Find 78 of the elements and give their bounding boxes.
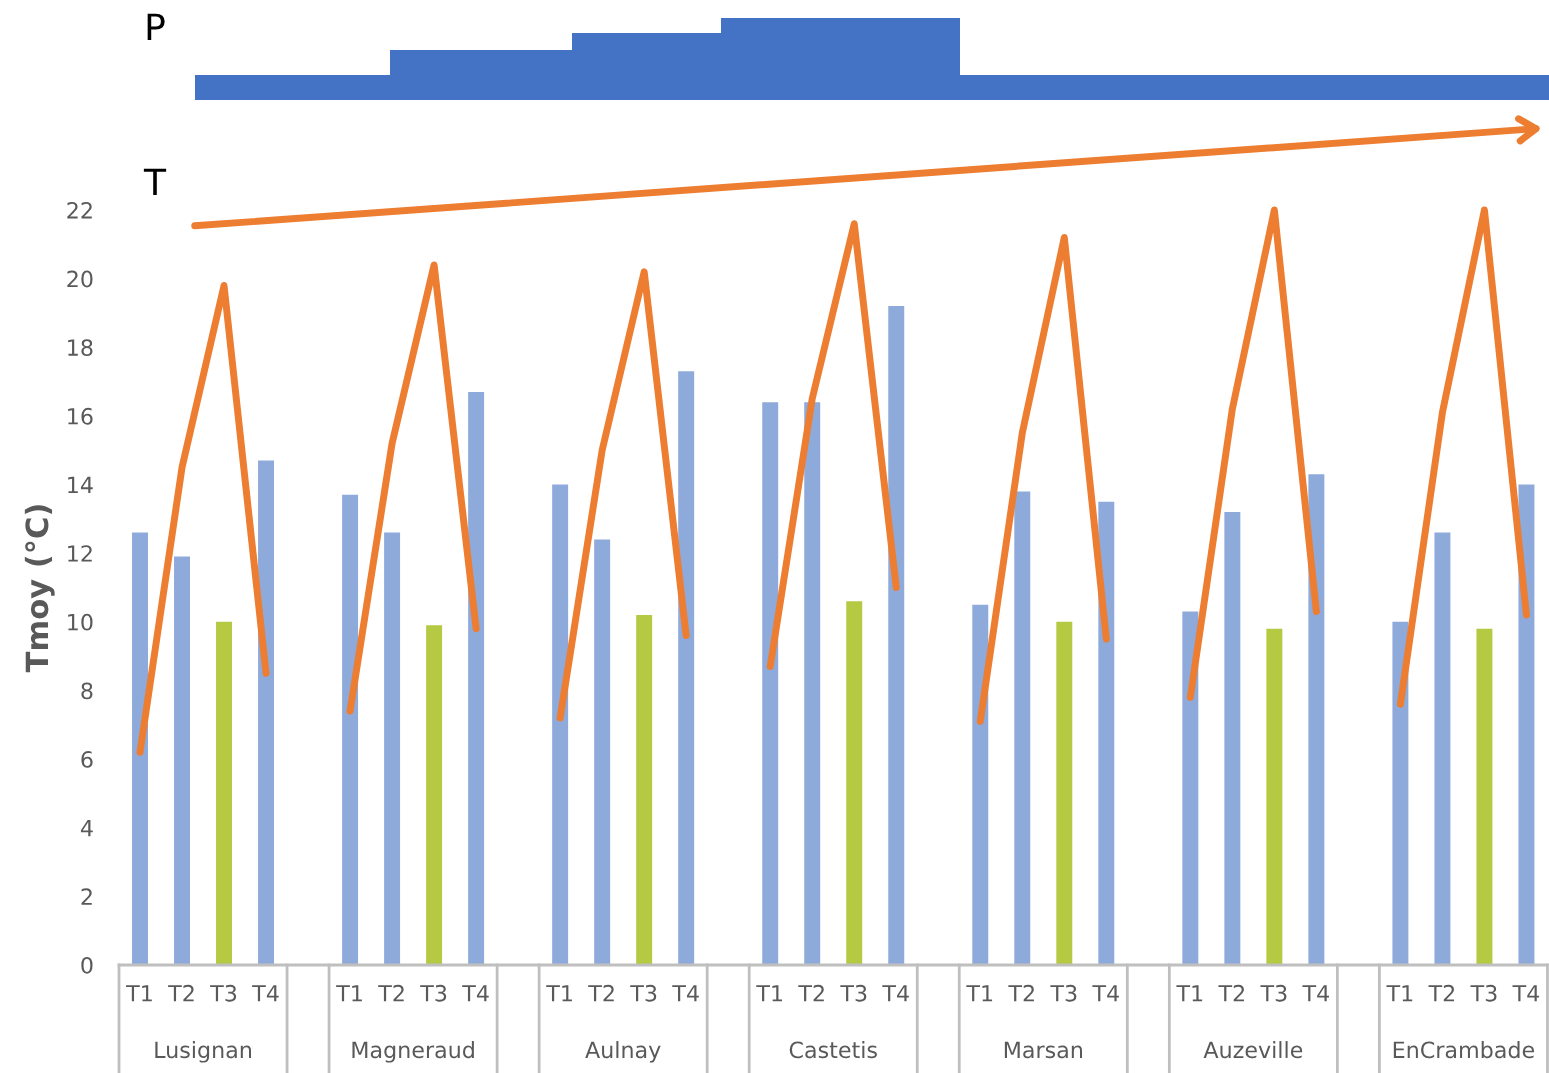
y-tick-label: 18 bbox=[68, 339, 93, 357]
x-tick-label: T4 bbox=[882, 985, 909, 1002]
x-tick-label: T1 bbox=[546, 985, 572, 1002]
bar bbox=[972, 604, 989, 965]
bar bbox=[1224, 512, 1241, 965]
x-tick-label: T1 bbox=[756, 985, 783, 1002]
bar bbox=[1308, 474, 1325, 965]
x-tick-label: T3 bbox=[1050, 984, 1077, 1002]
x-tick-label: T4 bbox=[462, 985, 489, 1002]
x-tick-label: T3 bbox=[840, 984, 867, 1002]
y-tick-label: 8 bbox=[81, 682, 93, 700]
x-tick-label: T2 bbox=[588, 984, 614, 1002]
x-tick-label: T4 bbox=[1512, 985, 1540, 1002]
bar bbox=[1014, 491, 1031, 965]
text: Marsan bbox=[1004, 1041, 1083, 1059]
bar bbox=[1434, 532, 1451, 965]
x-tick-label: T4 bbox=[1092, 985, 1119, 1002]
x-tick-label: T1 bbox=[1386, 985, 1413, 1002]
bar bbox=[384, 532, 401, 965]
bar bbox=[1182, 611, 1199, 965]
x-tick-label: T1 bbox=[1176, 985, 1203, 1002]
x-tick-label: T4 bbox=[672, 985, 699, 1002]
x-tick-label: T3 bbox=[1260, 984, 1287, 1002]
bar bbox=[258, 460, 275, 965]
bar bbox=[1098, 501, 1115, 965]
x-tick-label: T2 bbox=[1008, 984, 1034, 1002]
bar bbox=[762, 402, 779, 965]
x-tick-label: T4 bbox=[252, 985, 279, 1002]
bar bbox=[468, 391, 485, 965]
bar bbox=[552, 484, 569, 965]
bar bbox=[636, 614, 653, 965]
text: T bbox=[143, 168, 167, 195]
x-tick-label: T4 bbox=[1302, 985, 1329, 1002]
y-tick-label: 16 bbox=[68, 407, 93, 425]
text: Lusignan bbox=[155, 1041, 251, 1063]
bar bbox=[216, 621, 233, 965]
x-tick-label: T2 bbox=[1218, 984, 1244, 1002]
x-tick-label: T1 bbox=[966, 985, 993, 1002]
text: Magneraud bbox=[352, 1041, 474, 1063]
bar bbox=[594, 539, 611, 965]
x-tick-label: T2 bbox=[798, 984, 824, 1002]
x-tick-label: T2 bbox=[168, 984, 194, 1002]
x-tick-label: T1 bbox=[336, 985, 362, 1002]
bar bbox=[1392, 621, 1409, 965]
y-tick-label: 10 bbox=[68, 613, 93, 631]
bar bbox=[132, 532, 148, 965]
y-tick-label: 2 bbox=[81, 888, 92, 905]
x-tick-label: T2 bbox=[378, 984, 404, 1002]
bar bbox=[1056, 621, 1073, 965]
bar bbox=[804, 402, 821, 965]
text: Auzeville bbox=[1203, 1041, 1303, 1059]
x-tick-label: T1 bbox=[126, 985, 152, 1002]
text: Castetis bbox=[789, 1041, 877, 1059]
bar bbox=[1266, 628, 1283, 965]
bar bbox=[174, 556, 190, 965]
y-tick-label: 20 bbox=[67, 270, 93, 288]
y-tick-label: 0 bbox=[81, 956, 93, 974]
bar bbox=[1476, 628, 1493, 965]
bar bbox=[888, 306, 905, 965]
text: P bbox=[147, 13, 165, 40]
x-tick-label: T3 bbox=[1470, 984, 1497, 1002]
y-axis-title: Tmoy (°C) bbox=[24, 505, 55, 673]
y-tick-label: 6 bbox=[81, 751, 93, 768]
bar bbox=[342, 494, 359, 965]
x-tick-label: T2 bbox=[1428, 984, 1455, 1002]
y-tick-label: 4 bbox=[80, 819, 93, 837]
y-tick-label: 12 bbox=[68, 545, 92, 562]
x-tick-label: T3 bbox=[420, 984, 447, 1002]
y-tick-label: 14 bbox=[68, 476, 93, 493]
bar bbox=[1518, 484, 1535, 965]
bar bbox=[678, 371, 695, 965]
text: EnCrambade bbox=[1393, 1041, 1535, 1059]
bar bbox=[426, 625, 443, 965]
x-tick-label: T3 bbox=[630, 984, 657, 1002]
bar bbox=[846, 601, 863, 965]
y-tick-label: 22 bbox=[67, 201, 92, 219]
x-tick-label: T3 bbox=[210, 984, 237, 1002]
text: Aulnay bbox=[585, 1041, 661, 1063]
